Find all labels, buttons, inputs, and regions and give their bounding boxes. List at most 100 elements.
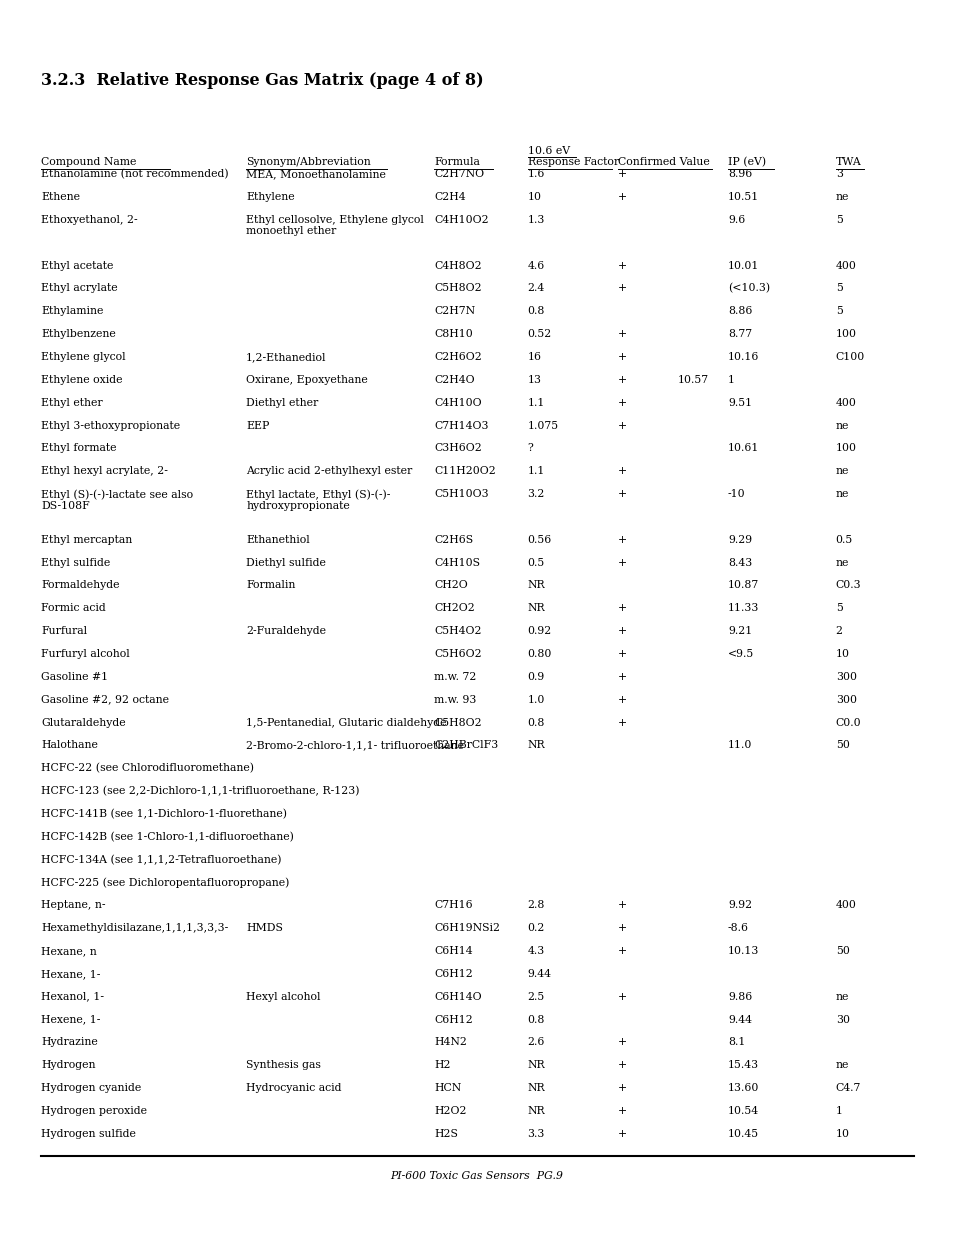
Text: Ethyl mercaptan: Ethyl mercaptan — [41, 535, 132, 545]
Text: Hexane, n: Hexane, n — [41, 946, 96, 956]
Text: Hydrogen peroxide: Hydrogen peroxide — [41, 1107, 147, 1116]
Text: +: + — [618, 558, 627, 568]
Text: 5: 5 — [835, 215, 841, 225]
Text: C2H4O: C2H4O — [434, 375, 475, 385]
Text: 5: 5 — [835, 306, 841, 316]
Text: 0.56: 0.56 — [527, 535, 551, 545]
Text: 9.44: 9.44 — [527, 968, 551, 979]
Text: NR: NR — [527, 741, 544, 751]
Text: C5H4O2: C5H4O2 — [434, 626, 481, 636]
Text: 100: 100 — [835, 443, 856, 453]
Text: 11.33: 11.33 — [727, 604, 759, 614]
Text: HMDS: HMDS — [246, 923, 283, 934]
Text: 2-Furaldehyde: 2-Furaldehyde — [246, 626, 326, 636]
Text: Gasoline #2, 92 octane: Gasoline #2, 92 octane — [41, 695, 169, 705]
Text: Hexamethyldisilazane,1,1,1,3,3,3-: Hexamethyldisilazane,1,1,1,3,3,3- — [41, 923, 228, 934]
Text: Acrylic acid 2-ethylhexyl ester: Acrylic acid 2-ethylhexyl ester — [246, 467, 412, 477]
Text: <9.5: <9.5 — [727, 650, 754, 659]
Text: +: + — [618, 650, 627, 659]
Text: +: + — [618, 261, 627, 270]
Text: 0.92: 0.92 — [527, 626, 551, 636]
Text: C8H10: C8H10 — [434, 330, 473, 340]
Text: 400: 400 — [835, 398, 856, 408]
Text: 1.1: 1.1 — [527, 467, 544, 477]
Text: +: + — [618, 1107, 627, 1116]
Text: 300: 300 — [835, 672, 856, 682]
Text: 10.57: 10.57 — [677, 375, 708, 385]
Text: 400: 400 — [835, 261, 856, 270]
Text: CH2O: CH2O — [434, 580, 467, 590]
Text: 50: 50 — [835, 741, 849, 751]
Text: Furfuryl alcohol: Furfuryl alcohol — [41, 650, 130, 659]
Text: HCFC-142B (see 1-Chloro-1,1-difluoroethane): HCFC-142B (see 1-Chloro-1,1-difluoroetha… — [41, 832, 294, 842]
Text: 10.61: 10.61 — [727, 443, 759, 453]
Text: +: + — [618, 193, 627, 203]
Text: 2.4: 2.4 — [527, 284, 544, 294]
Text: HCFC-225 (see Dichloropentafluoropropane): HCFC-225 (see Dichloropentafluoropropane… — [41, 877, 289, 888]
Text: C6H12: C6H12 — [434, 968, 473, 979]
Text: 1.6: 1.6 — [527, 169, 544, 179]
Text: 1: 1 — [835, 1107, 841, 1116]
Text: 4.6: 4.6 — [527, 261, 544, 270]
Text: 5: 5 — [835, 604, 841, 614]
Text: NR: NR — [527, 1083, 544, 1093]
Text: Hexyl alcohol: Hexyl alcohol — [246, 992, 320, 1002]
Text: Formaldehyde: Formaldehyde — [41, 580, 119, 590]
Text: 10: 10 — [527, 193, 541, 203]
Text: 15.43: 15.43 — [727, 1060, 759, 1071]
Text: C5H8O2: C5H8O2 — [434, 284, 481, 294]
Text: Oxirane, Epoxyethane: Oxirane, Epoxyethane — [246, 375, 368, 385]
Text: PI-600 Toxic Gas Sensors  PG.9: PI-600 Toxic Gas Sensors PG.9 — [390, 1171, 563, 1181]
Text: 1: 1 — [727, 375, 734, 385]
Text: MEA, Monoethanolamine: MEA, Monoethanolamine — [246, 169, 386, 179]
Text: 9.29: 9.29 — [727, 535, 751, 545]
Text: 10.16: 10.16 — [727, 352, 759, 362]
Text: C4H10O2: C4H10O2 — [434, 215, 488, 225]
Text: 13.60: 13.60 — [727, 1083, 759, 1093]
Text: C3H6O2: C3H6O2 — [434, 443, 481, 453]
Text: 300: 300 — [835, 695, 856, 705]
Text: 9.6: 9.6 — [727, 215, 744, 225]
Text: Ethyl sulfide: Ethyl sulfide — [41, 558, 111, 568]
Text: ne: ne — [835, 193, 848, 203]
Text: 8.43: 8.43 — [727, 558, 751, 568]
Text: Ethyl lactate, Ethyl (S)-(-)-
hydroxypropionate: Ethyl lactate, Ethyl (S)-(-)- hydroxypro… — [246, 489, 390, 511]
Text: 0.80: 0.80 — [527, 650, 552, 659]
Text: C7H14O3: C7H14O3 — [434, 421, 488, 431]
Text: C5H8O2: C5H8O2 — [434, 718, 481, 727]
Text: Ethylene glycol: Ethylene glycol — [41, 352, 126, 362]
Text: 1,5-Pentanedial, Glutaric dialdehyde: 1,5-Pentanedial, Glutaric dialdehyde — [246, 718, 446, 727]
Text: 1.3: 1.3 — [527, 215, 544, 225]
Text: Response Factor: Response Factor — [527, 157, 618, 167]
Text: ne: ne — [835, 421, 848, 431]
Text: Halothane: Halothane — [41, 741, 98, 751]
Text: Formula: Formula — [434, 157, 479, 167]
Text: Ethyl 3-ethoxypropionate: Ethyl 3-ethoxypropionate — [41, 421, 180, 431]
Text: +: + — [618, 946, 627, 956]
Text: Formic acid: Formic acid — [41, 604, 106, 614]
Text: HCFC-141B (see 1,1-Dichloro-1-fluorethane): HCFC-141B (see 1,1-Dichloro-1-fluorethan… — [41, 809, 287, 819]
Text: +: + — [618, 695, 627, 705]
Text: NR: NR — [527, 580, 544, 590]
Text: C0.0: C0.0 — [835, 718, 861, 727]
Text: ne: ne — [835, 558, 848, 568]
Text: 10.13: 10.13 — [727, 946, 759, 956]
Text: Ethoxyethanol, 2-: Ethoxyethanol, 2- — [41, 215, 137, 225]
Text: ne: ne — [835, 1060, 848, 1071]
Text: 10.54: 10.54 — [727, 1107, 759, 1116]
Text: C11H20O2: C11H20O2 — [434, 467, 496, 477]
Text: 16: 16 — [527, 352, 541, 362]
Text: Hydrazine: Hydrazine — [41, 1037, 97, 1047]
Text: H2S: H2S — [434, 1129, 457, 1139]
Text: 5: 5 — [835, 284, 841, 294]
Text: 10.01: 10.01 — [727, 261, 759, 270]
Text: +: + — [618, 375, 627, 385]
Text: ?: ? — [527, 443, 533, 453]
Text: 100: 100 — [835, 330, 856, 340]
Text: Formalin: Formalin — [246, 580, 295, 590]
Text: 9.92: 9.92 — [727, 900, 751, 910]
Text: +: + — [618, 718, 627, 727]
Text: Furfural: Furfural — [41, 626, 87, 636]
Text: Ethyl cellosolve, Ethylene glycol
monoethyl ether: Ethyl cellosolve, Ethylene glycol monoet… — [246, 215, 423, 236]
Text: Hexane, 1-: Hexane, 1- — [41, 968, 100, 979]
